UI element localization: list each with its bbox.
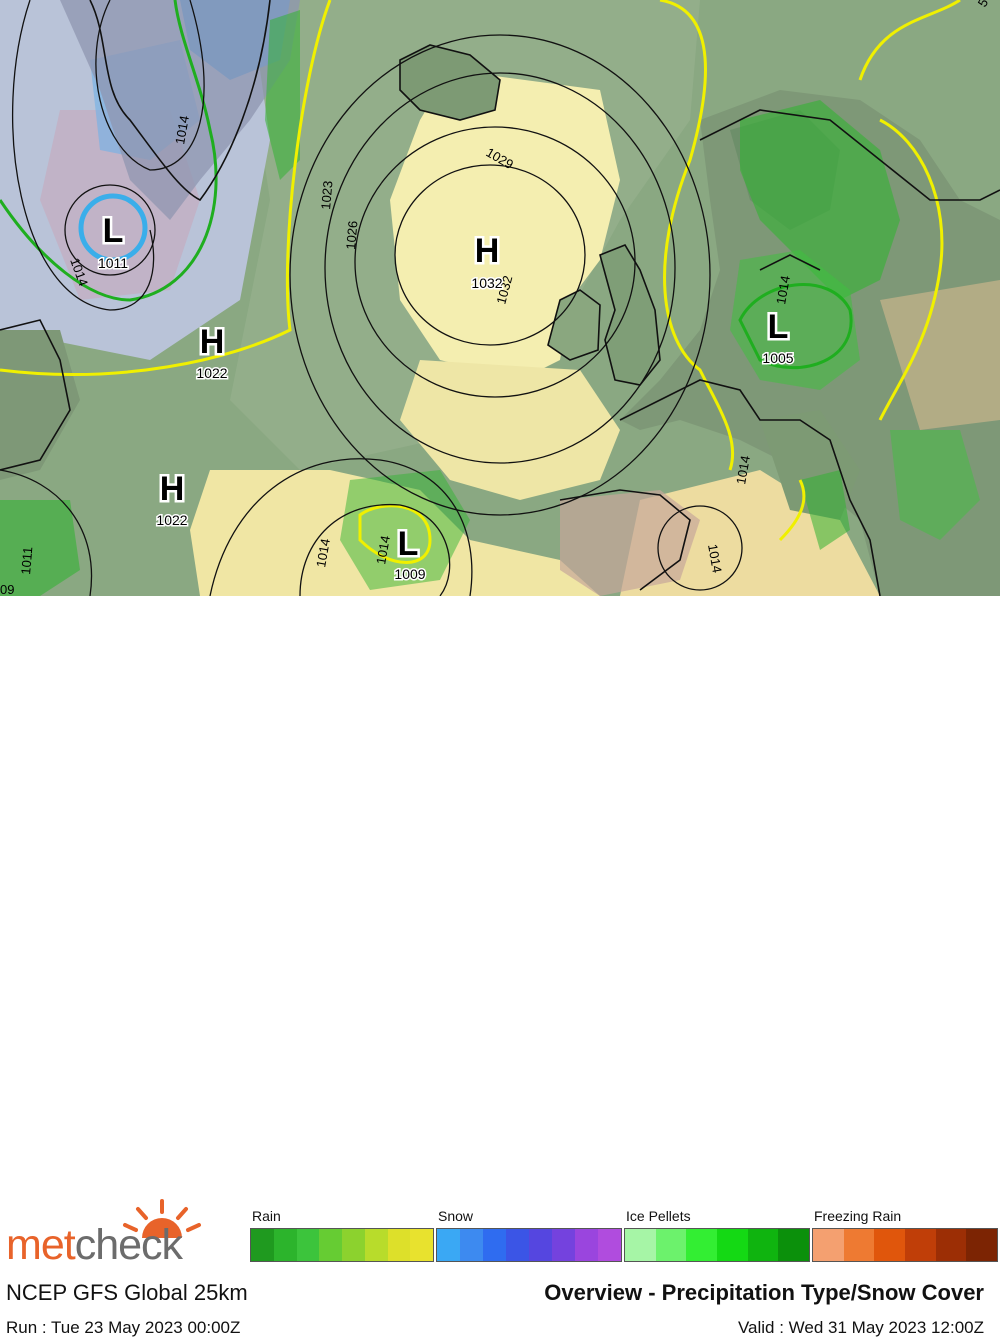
pressure-letter: L	[768, 308, 789, 346]
isobar-label: 1014	[313, 537, 333, 568]
isobar-label: 09	[0, 582, 14, 596]
chart-title: Overview - Precipitation Type/Snow Cover	[544, 1280, 984, 1305]
legend-label: Ice Pellets	[626, 1208, 691, 1224]
legend-rain: Rain	[250, 1208, 434, 1262]
isobar-label: 1014	[773, 274, 793, 305]
legend-swatch	[935, 1229, 967, 1261]
legend-swatch	[460, 1229, 483, 1261]
legend-swatch	[747, 1229, 779, 1261]
legend-ice-pellets: Ice Pellets	[624, 1208, 810, 1262]
black-isobars	[0, 0, 743, 596]
legend-swatch	[966, 1229, 998, 1261]
pressure-value: 1032	[471, 275, 502, 291]
footer-panel: metcheck NCEP GFS Global 25km Run : Tue …	[0, 596, 1000, 1337]
low-pressure-ring	[78, 193, 148, 263]
pressure-value: 1009	[394, 566, 425, 582]
pressure-letter: H	[200, 323, 225, 361]
legend-swatch	[686, 1229, 718, 1261]
legend-freezing-rain: Freezing Rain	[812, 1208, 998, 1262]
pressure-letter: L	[103, 212, 124, 250]
legend-swatch	[251, 1229, 274, 1261]
legend-swatch	[319, 1229, 342, 1261]
legend-swatches	[436, 1228, 622, 1262]
pressure-value: 1022	[196, 365, 227, 381]
weather-map: 1014 1014 1023 1026 1029 1032 1014 1014 …	[0, 0, 1000, 596]
legend-swatch	[575, 1229, 598, 1261]
pressure-letter: L	[398, 525, 419, 563]
logo-check: check	[74, 1221, 183, 1269]
pressure-letter: H	[160, 470, 185, 508]
legend-swatch	[506, 1229, 529, 1261]
legend-swatch	[273, 1229, 297, 1261]
metcheck-logo: metcheck	[6, 1221, 183, 1269]
legend-swatch	[625, 1229, 656, 1261]
legend-swatch	[717, 1229, 748, 1261]
legend-swatch	[813, 1229, 844, 1261]
pressure-letter: H	[475, 232, 500, 270]
isobar-label: 1032	[493, 274, 515, 306]
legend-swatch	[296, 1229, 320, 1261]
legend-swatch	[843, 1229, 875, 1261]
legend-swatch	[529, 1229, 552, 1261]
isobar-label: 1023	[318, 180, 335, 210]
pressure-centers: L 1011 H 1022 H 1022 H 1032 L 1005 L 100…	[78, 193, 795, 584]
legend-label: Snow	[438, 1208, 474, 1224]
isobar-label: 1014	[373, 534, 393, 565]
isobar-label: 1014	[172, 114, 192, 145]
isobar-label: 1026	[343, 220, 360, 250]
isobar-value-labels: 1014 1014 1023 1026 1029 1032 1014 1014 …	[0, 0, 991, 596]
legend-swatches	[624, 1228, 810, 1262]
rain-areas	[0, 10, 980, 596]
valid-time: Valid : Wed 31 May 2023 12:00Z	[737, 1318, 984, 1337]
legend-swatches	[250, 1228, 434, 1262]
legend-snow: Snow	[436, 1208, 622, 1262]
logo-met: met	[6, 1221, 76, 1269]
model-name: NCEP GFS Global 25km	[6, 1280, 248, 1305]
green-isobars	[0, 0, 853, 370]
legend-swatch	[655, 1229, 687, 1261]
legend-swatch	[778, 1229, 810, 1261]
run-time: Run : Tue 23 May 2023 00:00Z	[6, 1318, 241, 1337]
legend-swatch	[387, 1229, 411, 1261]
legend-swatch	[410, 1229, 433, 1261]
legend-swatch	[874, 1229, 906, 1261]
legend-swatch	[342, 1229, 365, 1261]
isobar-label: 5	[975, 0, 992, 9]
legend-label: Rain	[252, 1208, 281, 1224]
legend-swatch	[598, 1229, 621, 1261]
legend-swatch	[364, 1229, 388, 1261]
legend-swatch	[483, 1229, 506, 1261]
pressure-value: 1022	[156, 512, 187, 528]
yellow-isobars	[0, 0, 961, 564]
coastlines	[0, 0, 1000, 596]
legend-label: Freezing Rain	[814, 1208, 902, 1224]
legend-swatches	[812, 1228, 998, 1262]
pressure-value: 1005	[762, 350, 793, 366]
isobar-label: 1011	[18, 546, 35, 575]
legend-swatch	[437, 1229, 460, 1261]
isobar-label: 1014	[733, 454, 753, 485]
isobar-label: 1014	[705, 543, 725, 574]
legend-swatch	[552, 1229, 575, 1261]
pressure-value: 1011	[98, 255, 128, 271]
legend-swatch	[905, 1229, 936, 1261]
